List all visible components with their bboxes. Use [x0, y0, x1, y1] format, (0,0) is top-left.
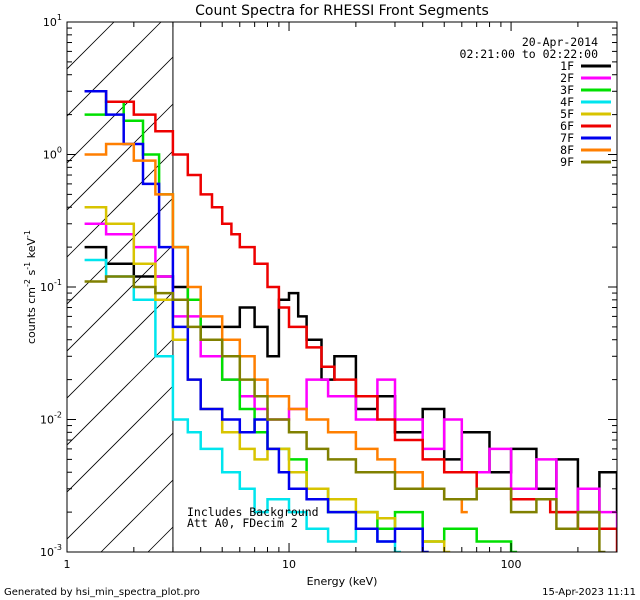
legend-label-1F: 1F — [560, 59, 574, 73]
date-label: 20-Apr-2014 — [522, 35, 598, 49]
x-axis-label: Energy (keV) — [307, 575, 378, 588]
legend-label-6F: 6F — [560, 119, 574, 133]
hatch-line — [67, 22, 256, 211]
hatch-line — [67, 22, 209, 164]
series-line-6F — [84, 90, 617, 552]
legend-label-7F: 7F — [560, 131, 574, 145]
legend-label-4F: 4F — [560, 95, 574, 109]
hatch-line — [67, 22, 162, 117]
y-axis-label: counts cm-2 s-1 keV-1 — [23, 230, 38, 344]
hatch-line — [67, 22, 115, 70]
series-line-8F — [84, 142, 468, 514]
x-tick-label: 1 — [64, 558, 71, 571]
series-group — [84, 90, 617, 552]
annotation-background: Includes Background — [187, 505, 319, 519]
y-tick-label: 10-2 — [40, 411, 62, 427]
legend-label-5F: 5F — [560, 107, 574, 121]
legend-label-9F: 9F — [560, 155, 574, 169]
series-line-7F — [84, 90, 429, 552]
series-line-4F — [84, 258, 401, 552]
series-line-9F — [84, 275, 606, 552]
legend-label-8F: 8F — [560, 143, 574, 157]
y-tick-label: 101 — [43, 13, 62, 29]
axis-ticks: 1 10 100 10-3 10-2 10-1 100 101 — [40, 13, 618, 571]
legend-label-2F: 2F — [560, 71, 574, 85]
x-tick-label: 10 — [282, 558, 296, 571]
annotation-attenuator: Att A0, FDecim 2 — [187, 516, 298, 530]
y-tick-label: 10-3 — [40, 543, 62, 559]
timestamp-label: 15-Apr-2023 11:11 — [542, 587, 636, 598]
y-tick-label: 100 — [43, 146, 62, 162]
y-tick-label: 10-1 — [40, 278, 62, 294]
chart-title: Count Spectra for RHESSI Front Segments — [195, 3, 489, 19]
attenuator-hatch-region — [67, 22, 617, 552]
series-line-5F — [84, 205, 451, 552]
legend-label-3F: 3F — [560, 83, 574, 97]
x-tick-label: 100 — [501, 558, 522, 571]
generated-by-label: Generated by hsi_min_spectra_plot.pro — [4, 587, 200, 598]
time-range-label: 02:21:00 to 02:22:00 — [460, 47, 599, 61]
